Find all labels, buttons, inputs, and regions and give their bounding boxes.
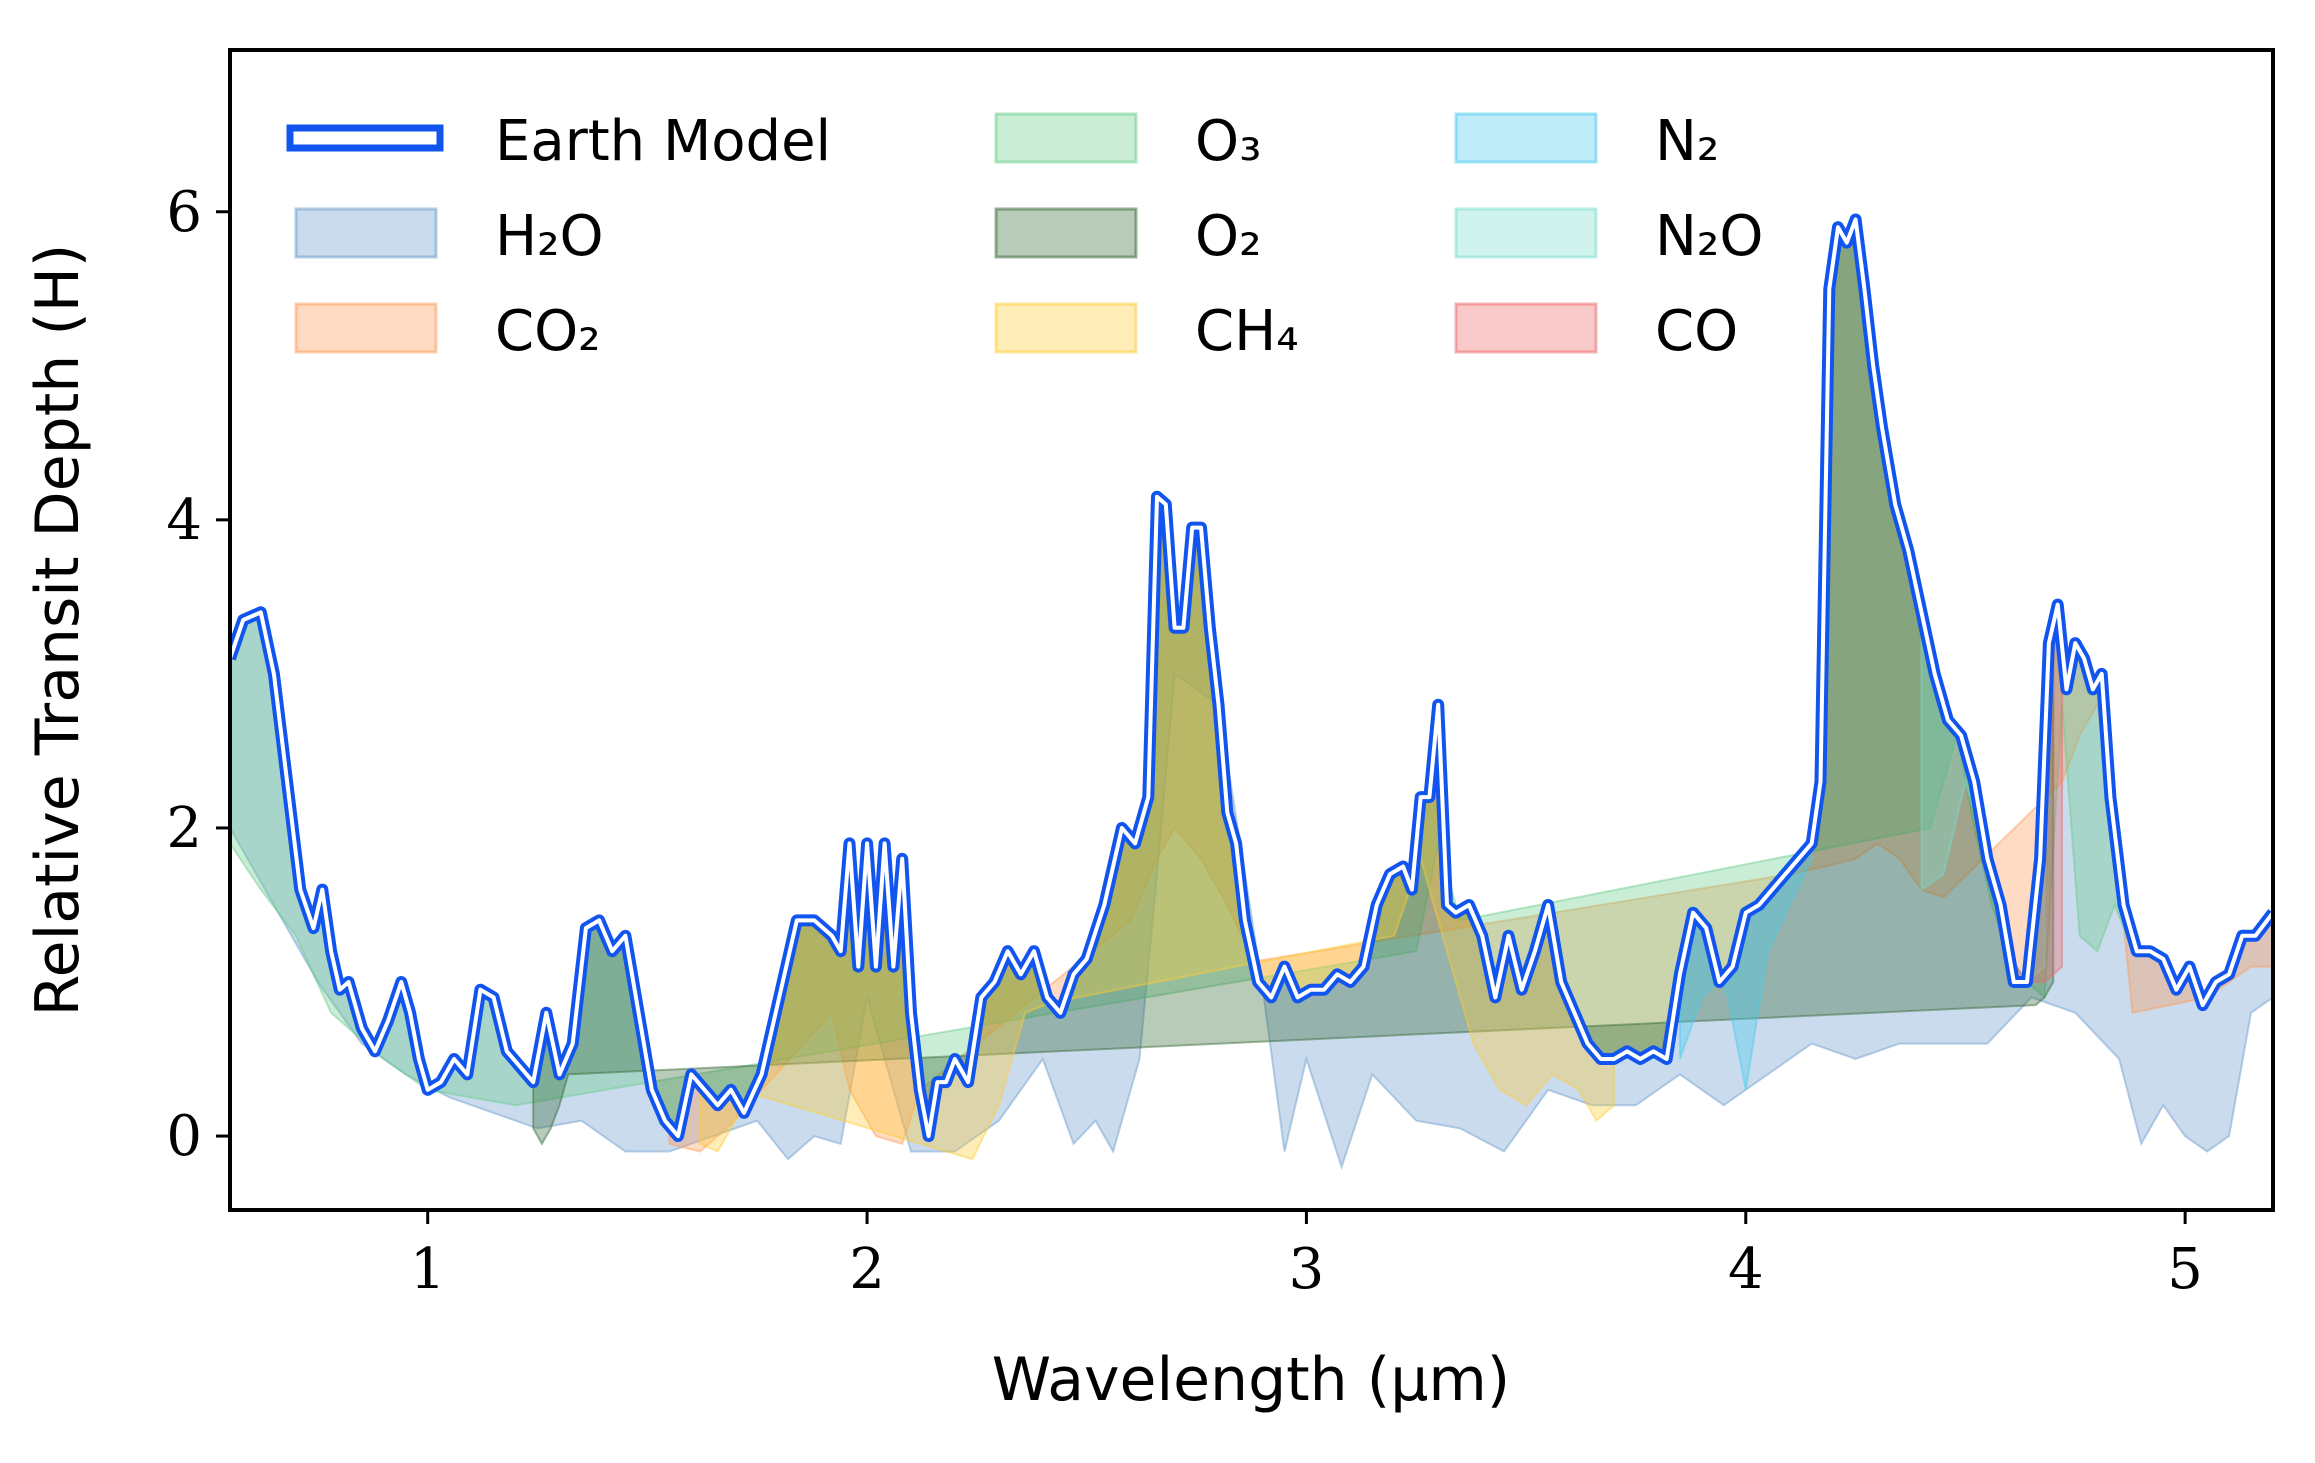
plot-frame: [228, 48, 2275, 1212]
legend-label-n2o: N₂O: [1655, 204, 1763, 269]
legend-label-h2o: H₂O: [495, 204, 604, 269]
x-tick-label: 4: [1728, 1237, 1764, 1302]
legend-swatch-h2o: [294, 207, 438, 259]
y-tick-label: 6: [166, 180, 202, 245]
x-axis-label: Wavelength (μm): [992, 1345, 1510, 1415]
legend-swatch-ch4: [994, 302, 1138, 354]
legend-label-o2: O₂: [1195, 204, 1262, 269]
legend-label-earth-model: Earth Model: [495, 109, 831, 174]
y-axis-label: Relative Transit Depth (H): [23, 244, 93, 1017]
x-tick-label: 5: [2167, 1237, 2203, 1302]
earth-model-line-core: [230, 217, 2273, 1139]
y-tick-label: 2: [166, 796, 202, 861]
legend-swatch-co2: [294, 302, 438, 354]
legend-swatch-earth-model: [286, 124, 444, 152]
legend-label-n2: N₂: [1655, 109, 1719, 174]
legend-swatch-co: [1454, 302, 1598, 354]
x-tick-label: 3: [1289, 1237, 1325, 1302]
y-tick-label: 0: [166, 1104, 202, 1169]
legend-swatch-o3: [994, 112, 1138, 164]
legend-label-co2: CO₂: [495, 299, 601, 364]
y-tick-label: 4: [166, 488, 202, 553]
legend: Earth Model H₂O CO₂ O₃ O₂ CH₄ N₂ N₂O CO: [286, 109, 1763, 364]
x-tick-label: 1: [410, 1237, 446, 1302]
legend-label-o3: O₃: [1195, 109, 1262, 174]
legend-label-co: CO: [1655, 299, 1738, 364]
y-axis-ticks: 0 2 4 6: [166, 180, 230, 1169]
legend-swatch-n2: [1454, 112, 1598, 164]
legend-swatch-n2o: [1454, 207, 1598, 259]
x-tick-label: 2: [849, 1237, 885, 1302]
earth-model-line-layer: [230, 213, 2273, 1143]
legend-swatch-o2: [994, 207, 1138, 259]
x-axis-ticks: 1 2 3 4 5: [410, 1210, 2203, 1302]
legend-label-ch4: CH₄: [1195, 299, 1299, 364]
